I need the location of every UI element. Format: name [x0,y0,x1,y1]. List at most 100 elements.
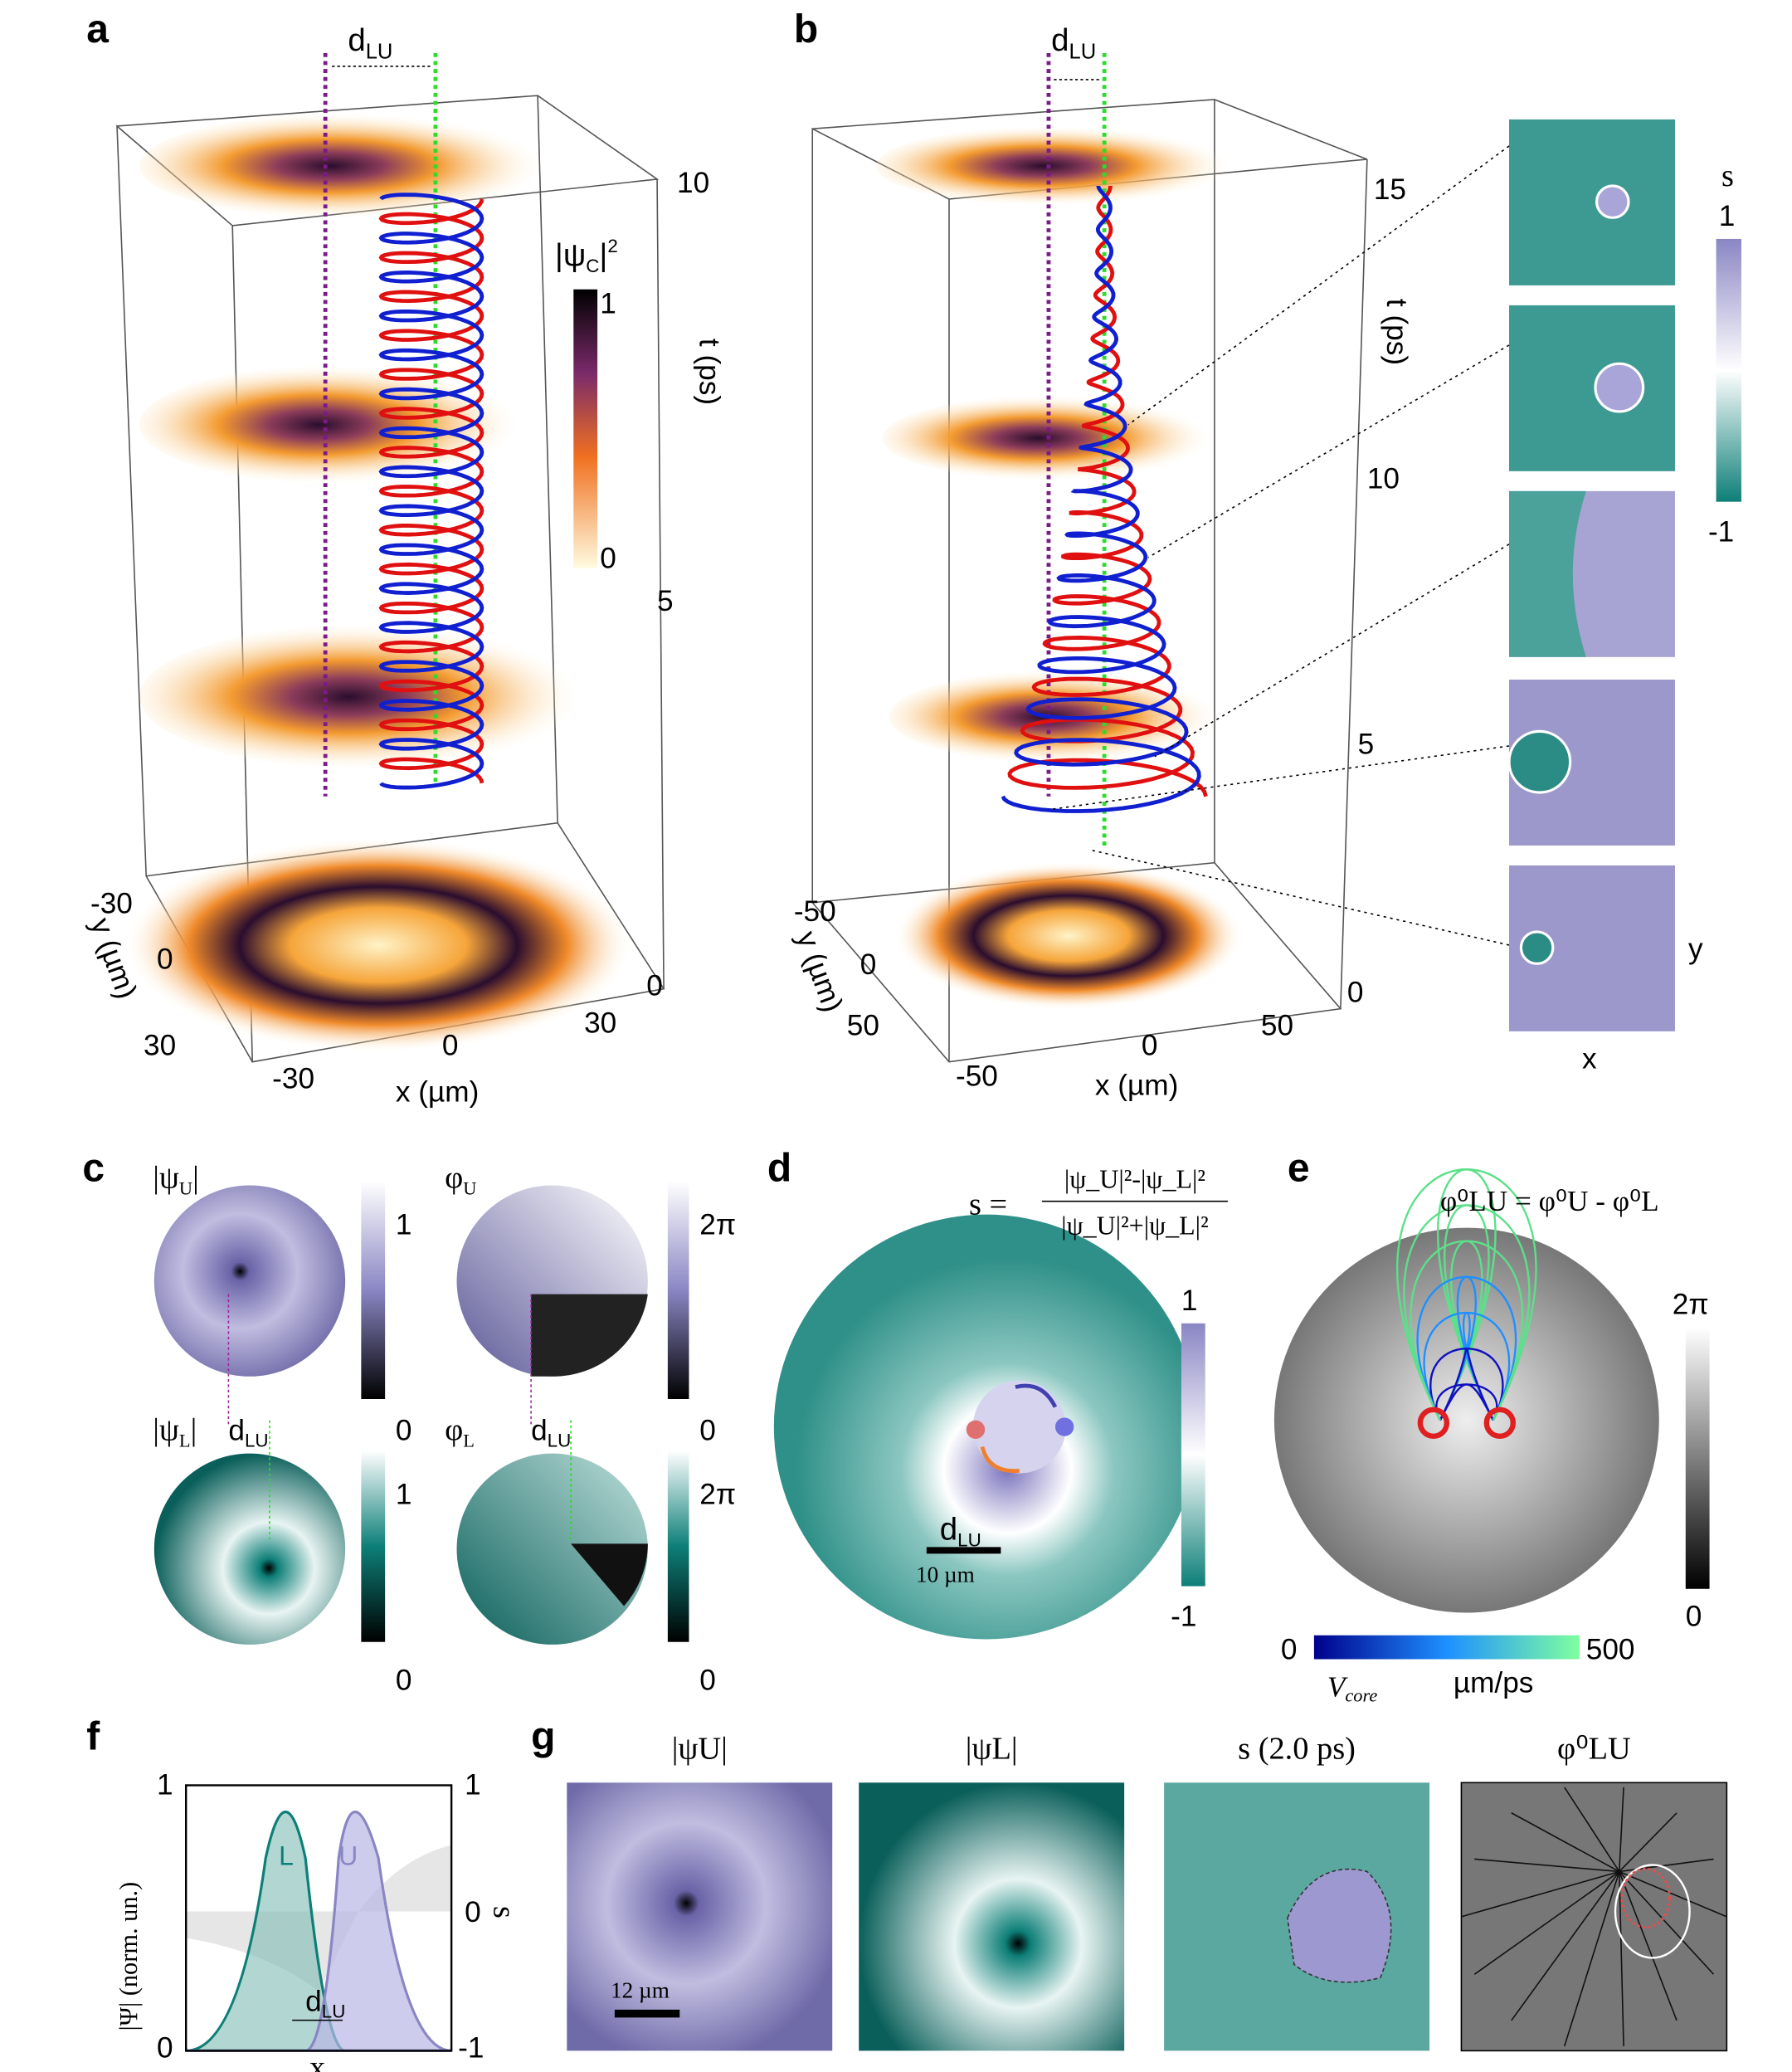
panel-label: g [531,1714,555,1758]
box [656,178,665,989]
helix-strand [378,193,485,790]
t-tick: 5 [657,585,674,617]
streamline [1461,1870,1620,1918]
y-tick: 0 [157,943,173,976]
d-label: dLU [531,1415,571,1451]
map [1460,1782,1728,2052]
slice [139,623,605,770]
d-label: dLU [1051,22,1096,64]
d: d [940,1512,957,1548]
panel-e: e φ⁰LU = φ⁰U - φ⁰L 2π 0 0 500 Vcore µm/p… [1273,1147,1710,1706]
map-title: φL [445,1413,475,1451]
d: d [228,1415,245,1447]
cbar-tick: 0 [699,1664,716,1696]
streamline [1423,1312,1511,1421]
d-sub: LU [366,40,393,63]
cbar-tick: 0 [396,1664,412,1696]
scale-label: 12 µm [611,1977,670,2002]
cbar-tick: 0 [699,1415,716,1447]
curve-label: L [279,1840,294,1870]
cbar-tick: -1 [1708,516,1734,548]
panel-label: b [794,7,818,51]
t-tick: 10 [677,167,709,199]
t: core [1345,1685,1377,1706]
t: | [191,1413,197,1448]
streamline [1474,1858,1619,1873]
cbar-tick: 0 [600,543,616,575]
panel-d: d dLU 10 µm s = |ψ_U|²-|ψ_L|² |ψ_U|²+|ψ_… [767,1147,1228,1640]
d: d [305,1985,322,2017]
cbar-tick: 2π [699,1478,736,1510]
y-tick: 1 [157,1769,173,1801]
panel-label: d [767,1147,791,1191]
formula: s = [969,1187,1007,1222]
streamline [1511,1812,1620,1873]
y2-tick: 0 [465,1896,481,1928]
x-tick: 50 [1261,1010,1293,1042]
helix-strand [378,198,485,784]
streamline [1619,1870,1715,1975]
d-label: dLU [305,1985,345,2021]
core [1287,1868,1392,1983]
t-tick: 10 [1367,463,1400,495]
slice [883,395,1228,481]
t: |ψ [555,237,586,273]
cbar-tick: 1 [396,1209,412,1241]
inset-region [1509,490,1586,657]
t: C [586,256,599,276]
inset-core [1519,930,1555,965]
v-tick: 0 [1281,1634,1298,1666]
t: L [179,1431,191,1451]
d-label: dLU [940,1512,981,1551]
scale-label: 10 µm [916,1563,975,1587]
colorbar [1313,1635,1580,1660]
map [859,1782,1125,2051]
streamline [1403,1204,1531,1421]
v-label: Vcore [1327,1670,1377,1705]
colorbar [1716,238,1741,502]
inset-core [1595,184,1630,219]
v-tick: 500 [1586,1634,1635,1666]
colorbar [1685,1327,1710,1589]
x-tick: 0 [1142,1030,1158,1062]
slice [126,838,631,1051]
t-tick: 0 [646,970,663,1002]
y2-tick: -1 [458,2031,484,2064]
streamline [1435,1383,1498,1421]
panel-g: g 12 µm |ψU| |ψL| s (2.0 ps) φ⁰LU [531,1714,1728,2052]
vortex [1054,1417,1074,1436]
map [456,1453,648,1645]
t-axis: t (ps) [693,339,725,405]
frame [185,1784,453,2052]
slice [896,862,1241,1009]
inset [1509,305,1675,471]
g-title: |ψL| [966,1731,1018,1766]
t: U [179,1178,192,1199]
cbar-tick: 1 [1181,1285,1198,1317]
x-axis: x (µm) [1095,1070,1178,1102]
streamline [1410,1240,1524,1421]
map [1273,1227,1659,1613]
cbar-tick: -1 [1171,1601,1196,1633]
helix [1001,185,1208,813]
loop [1620,1867,1672,1929]
formula: |ψ_U|²+|ψ_L|² [1061,1211,1209,1241]
map-title: |ψL| [153,1413,197,1451]
t: V [1327,1670,1348,1703]
x-tick: 0 [442,1030,459,1062]
streamline [1395,1168,1537,1421]
colorbar [667,1181,689,1399]
slice [876,125,1248,206]
streamline [1564,1787,1620,1872]
streamline [1619,1871,1678,2021]
d-label: dLU [348,22,392,64]
d-sub: LU [245,1431,269,1451]
slice [139,112,565,219]
panel-b: b dLU 15 10 5 0 t (ps) -50 0 50 y (µm) -… [791,7,1741,1102]
x-axis: x (µm) [396,1076,479,1109]
panel-label: c [82,1147,105,1191]
panel-f: f dLU L U 1 0 1 0 -1 |Ψ| (norm. un.) s x [86,1714,521,2072]
streamline [1511,1870,1620,2021]
t: φ [445,1413,463,1448]
